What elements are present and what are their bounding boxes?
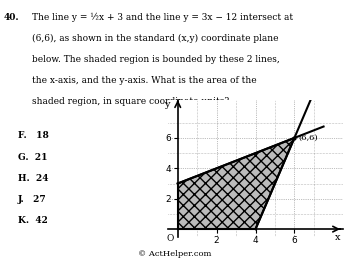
Text: 40.: 40.	[4, 13, 19, 22]
Text: G.  21: G. 21	[18, 153, 47, 161]
Text: J.   27: J. 27	[18, 195, 46, 204]
Text: x: x	[334, 233, 340, 242]
Text: © ActHelper.com: © ActHelper.com	[138, 250, 212, 258]
Text: below. The shaded region is bounded by these 2 lines,: below. The shaded region is bounded by t…	[32, 55, 279, 64]
Text: H.  24: H. 24	[18, 174, 48, 183]
Text: the x-axis, and the y-axis. What is the area of the: the x-axis, and the y-axis. What is the …	[32, 76, 256, 85]
Text: (6,6): (6,6)	[298, 133, 318, 141]
Text: O: O	[166, 234, 174, 243]
Text: The line y = ½x + 3 and the line y = 3x − 12 intersect at: The line y = ½x + 3 and the line y = 3x …	[32, 13, 293, 22]
Text: (6,6), as shown in the standard (x,y) coordinate plane: (6,6), as shown in the standard (x,y) co…	[32, 34, 278, 43]
Text: F.   18: F. 18	[18, 132, 48, 140]
Text: shaded region, in square coordinate units?: shaded region, in square coordinate unit…	[32, 97, 229, 106]
Text: y: y	[164, 100, 170, 109]
Text: K.  42: K. 42	[18, 216, 47, 225]
